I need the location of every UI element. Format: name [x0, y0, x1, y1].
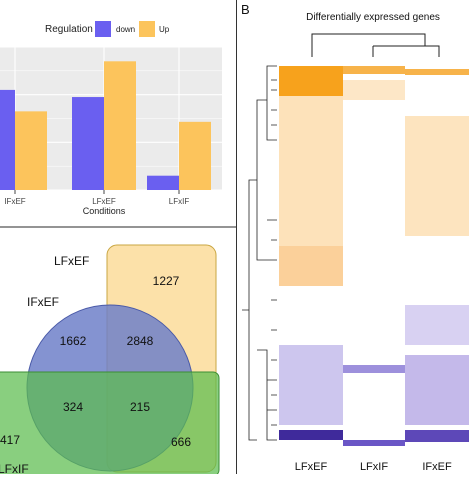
bar-chart-panel: Regulation down Up IFxEF LFxEF LFxIF Condi… [0, 0, 236, 225]
region-ifxef-only: 1662 [60, 334, 87, 348]
column-dendrogram [311, 33, 440, 57]
x-tick-label: LFxIF [169, 197, 190, 206]
cell-ifxef-up-strong [405, 69, 469, 75]
cell-lfxef-up-strong [279, 66, 343, 96]
cell-ifxef-up-light [405, 116, 469, 236]
bar-ifxef-down [0, 89, 15, 190]
cell-ifxef-down-mid [405, 355, 469, 425]
cell-lfxef-down-light [279, 345, 343, 425]
legend-label-down: down [116, 25, 135, 34]
region-lfxef-lfxif: 666 [171, 435, 191, 449]
bar-lfxif-up [179, 121, 211, 190]
bar-lfxef-up [104, 61, 136, 190]
panel-letter: B [241, 2, 250, 17]
venn-diagram: LFxEF IFxEF LFxIF 1227 1662 2848 324 215… [0, 226, 236, 477]
cell-lfxef-mid [279, 246, 343, 286]
cell-lfxif-up-strong [343, 66, 405, 74]
row-dendrogram [242, 65, 277, 441]
region-lfxef-only: 1227 [153, 274, 180, 288]
column-label-lfxif: LFxIF [360, 461, 388, 473]
cell-lfxef-down-strong [279, 430, 343, 440]
legend-swatch-up [139, 21, 155, 37]
set-rect-lfxif [0, 371, 220, 477]
x-axis-title: Conditions [83, 206, 126, 216]
cell-ifxef-down-strong [405, 430, 469, 442]
cell-ifxef-down-light [405, 305, 469, 345]
bar-ifxef-up [15, 111, 47, 190]
heatmap-column-lfxif [343, 66, 405, 446]
cell-lfxef-up-light [279, 96, 343, 246]
x-tick-label: LFxEF [92, 197, 116, 206]
heatmap-title: Differentially expressed genes [306, 12, 440, 23]
heatmap-chart: B Differentially expressed genes [241, 2, 469, 473]
legend-swatch-down [95, 21, 111, 37]
set-label-ifxef: IFxEF [27, 295, 59, 309]
column-label-ifxef: IFxEF [422, 461, 452, 473]
region-lfxif-only: 417 [0, 433, 20, 447]
region-all-three: 215 [130, 400, 150, 414]
cell-lfxif-down-strong [343, 440, 405, 446]
region-lfxef-ifxef: 2848 [127, 334, 154, 348]
heatmap-panel: B Differentially expressed genes [237, 0, 474, 474]
set-label-lfxif: LFxIF [0, 462, 29, 474]
region-ifxef-lfxif: 324 [63, 400, 83, 414]
panel-divider [236, 0, 237, 474]
cell-lfxif-up-light [343, 80, 405, 100]
x-tick-label: IFxEF [4, 197, 25, 206]
venn-panel: LFxEF IFxEF LFxIF 1227 1662 2848 324 215… [0, 225, 236, 477]
bar-lfxif-down [147, 175, 179, 190]
column-label-lfxef: LFxEF [295, 461, 328, 473]
cell-lfxif-down [343, 365, 405, 373]
set-label-lfxef: LFxEF [54, 254, 89, 268]
legend-label-up: Up [159, 25, 170, 34]
legend-title: Regulation [45, 24, 93, 35]
bar-lfxef-down [72, 97, 104, 190]
bar-chart: Regulation down Up IFxEF LFxEF LFxIF Condi… [0, 21, 222, 216]
heatmap-column-lfxef [279, 66, 343, 440]
heatmap-column-ifxef [405, 69, 469, 442]
